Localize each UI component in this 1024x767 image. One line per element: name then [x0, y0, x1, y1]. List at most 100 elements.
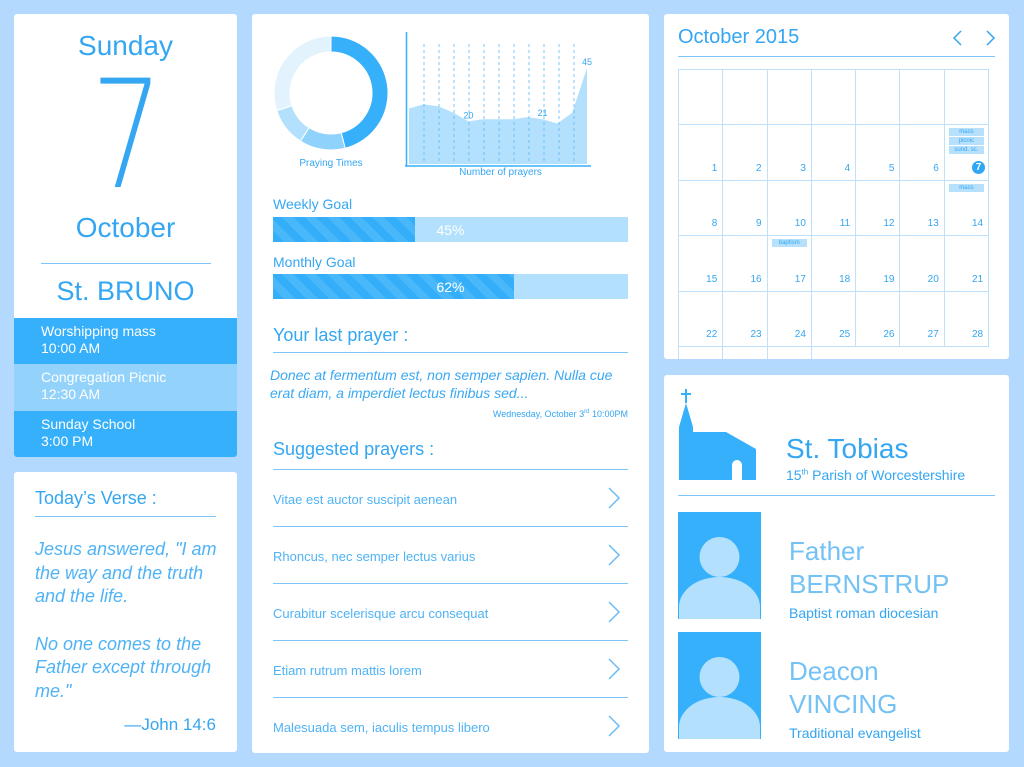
calendar-day-number: 24: [794, 328, 806, 340]
person-role: Baptist roman diocesian: [789, 605, 939, 621]
chevron-right-icon: [608, 715, 621, 737]
calendar-day[interactable]: 5: [855, 124, 901, 181]
calendar-day-number: 11: [839, 218, 851, 230]
data-label: 20: [463, 110, 473, 120]
person-role: Traditional evangelist: [789, 725, 921, 741]
suggested-list: Vitae est auctor suscipit aenean Rhoncus…: [273, 469, 628, 753]
calendar-day[interactable]: 21: [943, 235, 990, 292]
calendar-day[interactable]: 19: [855, 235, 901, 292]
calendar-day[interactable]: 28: [943, 290, 990, 347]
monthly-goal-fill: [273, 274, 515, 299]
church-icon: [679, 389, 756, 480]
calendar-event[interactable]: sund. sc.: [948, 146, 985, 155]
divider: [678, 495, 995, 496]
event-time: 12:30 AM: [41, 386, 101, 402]
calendar-day[interactable]: 30: [722, 345, 768, 359]
divider: [35, 516, 216, 517]
calendar-day-number: 14: [971, 218, 984, 230]
calendar-event[interactable]: mass: [948, 128, 985, 137]
calendar-day[interactable]: 12: [855, 179, 901, 237]
calendar-day[interactable]: 6: [899, 124, 945, 181]
verse-panel: Today’s Verse : Jesus answered, "I am th…: [14, 472, 237, 752]
suggested-item[interactable]: Etiam rutrum mattis lorem: [273, 640, 628, 697]
calendar-day[interactable]: 25: [810, 290, 857, 347]
prayers-chart: 20 21 45: [402, 32, 592, 172]
event-item[interactable]: Worshipping mass 10:00 AM: [14, 318, 237, 364]
calendar-day[interactable]: 4: [810, 124, 857, 181]
calendar-day[interactable]: 11: [810, 179, 857, 237]
calendar-day[interactable]: 17 baptism: [766, 235, 812, 292]
calendar-day[interactable]: 20: [899, 235, 945, 292]
calendar-day[interactable]: 22: [678, 290, 724, 347]
verse-reference: —John 14:6: [124, 715, 216, 734]
calendar-day[interactable]: 24: [766, 290, 812, 347]
calendar-day-number: 2: [756, 162, 762, 174]
chevron-right-icon[interactable]: [982, 28, 998, 48]
suggested-item[interactable]: Rhoncus, nec semper lectus varius: [273, 526, 628, 583]
calendar-grid: 1 2 3 4 5 6 7 mass picnic sund. sc. 8 9 10 11 12 13 14 ma…: [678, 69, 995, 359]
parish-number-suffix: th: [801, 467, 809, 477]
calendar-empty: [944, 346, 989, 359]
calendar-day-number: 12: [883, 218, 895, 230]
suggested-item-label: Curabitur scelerisque arcu consequat: [273, 606, 489, 621]
suggested-item[interactable]: Vitae est auctor suscipit aenean: [273, 469, 628, 526]
calendar-day[interactable]: 3: [766, 124, 812, 181]
calendar-event[interactable]: mass: [948, 183, 985, 192]
calendar-day[interactable]: 26: [855, 290, 901, 347]
data-label: 45: [582, 57, 592, 67]
calendar-empty: [855, 346, 900, 359]
calendar-day[interactable]: 15: [678, 235, 724, 292]
calendar-day[interactable]: 29: [678, 345, 724, 359]
calendar-day: [899, 69, 945, 126]
calendar-day-number: 20: [927, 273, 939, 285]
event-item[interactable]: Sunday School 3:00 PM: [14, 411, 237, 457]
calendar-day-number: 22: [706, 328, 718, 340]
calendar-day[interactable]: 7 mass picnic sund. sc.: [943, 124, 990, 181]
suggested-item-label: Rhoncus, nec semper lectus varius: [273, 549, 476, 564]
calendar-day-number: 9: [756, 218, 762, 230]
event-time: 3:00 PM: [41, 433, 94, 449]
suggested-title: Suggested prayers :: [273, 439, 435, 459]
calendar-day[interactable]: 31: [766, 345, 812, 359]
calendar-day[interactable]: 8: [678, 179, 724, 237]
calendar-day[interactable]: 23: [722, 290, 768, 347]
calendar-week: 8 9 10 11 12 13 14 mass: [678, 179, 995, 237]
calendar-day[interactable]: 13: [899, 179, 945, 237]
calendar-day-number: 18: [839, 273, 851, 285]
calendar-event[interactable]: picnic: [948, 137, 985, 146]
person-title: Deacon VINCING: [789, 655, 897, 721]
calendar-day-number: 4: [844, 162, 851, 174]
avatar[interactable]: [678, 632, 761, 739]
calendar-day[interactable]: 18: [810, 235, 857, 292]
avatar[interactable]: [678, 512, 761, 619]
calendar-day[interactable]: 10: [766, 179, 812, 237]
calendar-day[interactable]: 1: [678, 124, 724, 181]
donut-slice: [273, 35, 332, 112]
calendar-week: [678, 69, 995, 126]
date-suffix: rd: [584, 409, 590, 415]
donut-label: Praying Times: [299, 158, 363, 169]
calendar-day[interactable]: 16: [722, 235, 768, 292]
weekly-goal-title: Weekly Goal: [273, 196, 353, 212]
calendar-day-number: 7: [972, 160, 986, 174]
suggested-item[interactable]: Malesuada sem, iaculis tempus libero: [273, 697, 628, 753]
parish-subtitle: 15th Parish of Worcestershire: [786, 467, 965, 483]
calendar-day[interactable]: 14 mass: [943, 179, 990, 237]
person-name: BERNSTRUP: [789, 569, 950, 599]
event-item[interactable]: Congregation Picnic 12:30 AM: [14, 364, 237, 411]
calendar-day[interactable]: 9: [722, 179, 768, 237]
suggested-item[interactable]: Curabitur scelerisque arcu consequat: [273, 583, 628, 640]
calendar-day-number: 6: [933, 162, 939, 174]
calendar-day-number: 21: [971, 273, 984, 285]
calendar-empty: [811, 346, 856, 359]
calendar-title: October 2015: [678, 26, 800, 48]
person-name: VINCING: [789, 689, 898, 719]
divider: [678, 56, 995, 57]
chevron-left-icon[interactable]: [950, 28, 966, 48]
calendar-day[interactable]: 27: [899, 290, 945, 347]
calendar-day[interactable]: 2: [722, 124, 768, 181]
calendar-day-number: 5: [888, 162, 895, 174]
chevron-right-icon: [608, 544, 621, 566]
weekly-goal-bar: 45%: [273, 217, 628, 242]
calendar-event[interactable]: baptism: [771, 239, 807, 248]
